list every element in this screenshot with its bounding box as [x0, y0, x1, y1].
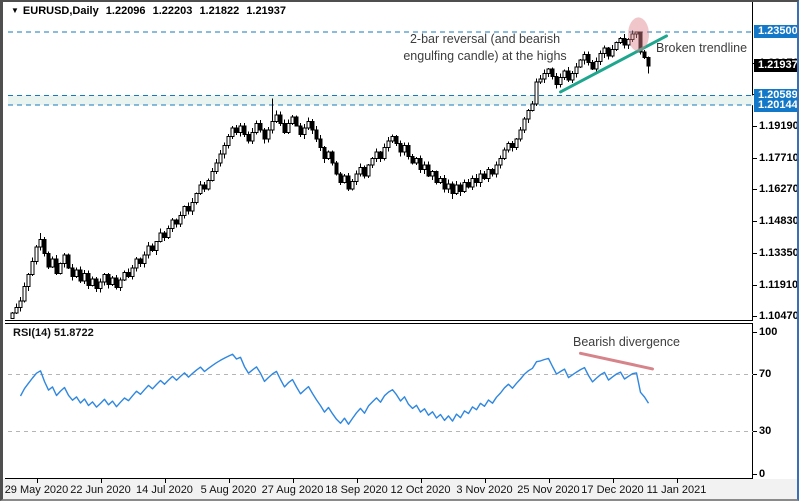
quote-open: 1.22096 — [105, 5, 146, 17]
rsi-tick-mark — [753, 430, 757, 432]
current-price-label: 1.21937 — [754, 59, 797, 73]
price-tick-mark — [753, 125, 757, 127]
annotation-broken-trendline: Broken trendline — [656, 41, 748, 55]
main-chart-panel[interactable] — [5, 2, 753, 321]
date-tick-mark — [228, 479, 230, 483]
annotation-bearish-divergence: Bearish divergence — [573, 335, 681, 349]
date-tick-mark — [100, 479, 102, 483]
date-tick-mark — [484, 479, 486, 483]
rsi-indicator-label: RSI(14) 51.8722 — [13, 327, 94, 339]
price-tick-mark — [753, 157, 757, 159]
rsi-tick-mark — [753, 331, 757, 333]
chart-title: ▼ EURUSD,Daily 1.22096 1.22203 1.21822 1.… — [11, 5, 290, 17]
price-tick-label: 1.17710 — [759, 151, 799, 164]
date-label: 18 Sep 2020 — [325, 484, 388, 496]
price-axis[interactable]: 1.220701.206301.191901.177101.162701.148… — [753, 2, 799, 480]
date-tick-mark — [548, 479, 550, 483]
quote-close: 1.21937 — [246, 5, 287, 17]
rsi-tick-label: 30 — [759, 424, 772, 437]
date-tick-mark — [292, 479, 294, 483]
price-level-label[interactable]: 1.23500 — [754, 25, 797, 39]
price-tick-mark — [753, 316, 757, 318]
price-tick-mark — [753, 189, 757, 191]
date-tick-mark — [420, 479, 422, 483]
date-tick-mark — [676, 479, 678, 483]
date-tick-mark — [36, 479, 38, 483]
date-label: 14 Jul 2020 — [136, 484, 193, 496]
date-label: 17 Dec 2020 — [581, 484, 644, 496]
quote-low: 1.21822 — [199, 5, 240, 17]
date-label: 22 Jun 2020 — [70, 484, 131, 496]
price-tick-label: 1.11910 — [759, 278, 799, 291]
annotation-reversal: 2-bar reversal (and bearish engulfing ca… — [401, 31, 569, 65]
price-level-label[interactable]: 1.20144 — [754, 98, 797, 112]
date-label: 25 Nov 2020 — [517, 484, 580, 496]
price-tick-label: 1.14830 — [759, 214, 799, 227]
date-label: 27 Aug 2020 — [261, 484, 324, 496]
date-tick-mark — [164, 479, 166, 483]
date-label: 11 Jan 2021 — [646, 484, 707, 496]
date-label: 5 Aug 2020 — [200, 484, 257, 496]
date-tick-mark — [612, 479, 614, 483]
time-axis[interactable]: 29 May 2020 22 Jun 2020 14 Jul 2020 5 Aug 2… — [3, 479, 797, 499]
date-label: 29 May 2020 — [4, 484, 69, 496]
annotation-reversal-line1: 2-bar reversal (and bearish — [409, 32, 561, 46]
rsi-tick-mark — [753, 473, 757, 475]
price-tick-label: 1.16270 — [759, 183, 799, 196]
date-label: 12 Oct 2020 — [390, 484, 451, 496]
quote-high: 1.22203 — [152, 5, 193, 17]
symbol-dropdown-icon[interactable]: ▼ — [11, 6, 19, 15]
price-tick-label: 1.19190 — [759, 119, 799, 132]
price-tick-mark — [753, 220, 757, 222]
rsi-tick-label: 70 — [759, 368, 772, 381]
annotation-reversal-line2: engulfing candle) at the highs — [403, 49, 567, 63]
price-tick-mark — [753, 284, 757, 286]
rsi-tick-mark — [753, 374, 757, 376]
symbol-period-label: EURUSD,Daily — [22, 5, 99, 17]
date-tick-mark — [356, 479, 358, 483]
rsi-tick-label: 0 — [759, 467, 766, 480]
date-label: 3 Nov 2020 — [456, 484, 513, 496]
rsi-tick-label: 100 — [759, 325, 778, 338]
price-tick-label: 1.10470 — [759, 310, 799, 323]
price-tick-label: 1.13350 — [759, 247, 799, 260]
price-tick-mark — [753, 253, 757, 255]
